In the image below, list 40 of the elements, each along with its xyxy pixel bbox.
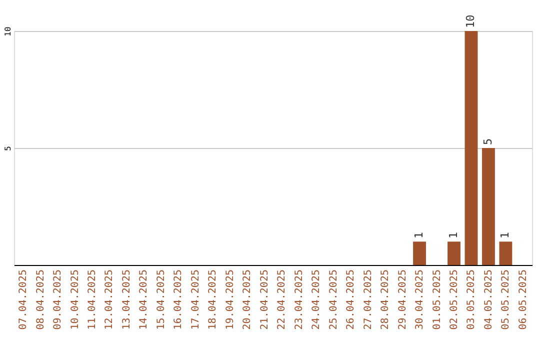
x-tick-label: 26.04.2025 bbox=[346, 270, 357, 330]
x-tick-label: 29.04.2025 bbox=[397, 270, 408, 330]
x-tick-label: 21.04.2025 bbox=[259, 270, 270, 330]
x-tick-label: 25.04.2025 bbox=[328, 270, 340, 330]
x-tick-label: 20.04.2025 bbox=[242, 270, 254, 330]
x-tick-label: 23.04.2025 bbox=[294, 270, 305, 330]
x-tick-label: 01.05.2025 bbox=[432, 270, 443, 330]
x-tick-label: 13.04.2025 bbox=[121, 270, 132, 330]
x-tick-label: 17.04.2025 bbox=[190, 270, 202, 330]
x-tick-label: 10.04.2025 bbox=[70, 270, 81, 330]
bar bbox=[413, 242, 426, 265]
bar bbox=[464, 31, 478, 265]
x-tick-label: 06.05.2025 bbox=[518, 270, 529, 330]
x-tick-label: 07.04.2025 bbox=[18, 270, 30, 330]
x-tick-label: 05.05.2025 bbox=[500, 270, 512, 330]
x-tick-label: 03.05.2025 bbox=[466, 270, 478, 330]
bar bbox=[482, 148, 495, 265]
x-tick-label: 14.04.2025 bbox=[138, 270, 150, 330]
x-tick-label: 02.05.2025 bbox=[449, 270, 460, 330]
x-tick-label: 12.04.2025 bbox=[104, 270, 116, 330]
data-label: 1 bbox=[498, 232, 512, 239]
x-tick-label: 22.04.2025 bbox=[276, 270, 288, 330]
x-tick-label: 27.04.2025 bbox=[362, 270, 374, 330]
x-tick-label: 24.04.2025 bbox=[311, 270, 322, 330]
x-tick-label: 15.04.2025 bbox=[156, 270, 167, 330]
data-label: 1 bbox=[447, 232, 460, 239]
x-tick-label: 30.04.2025 bbox=[414, 270, 426, 330]
x-tick-label: 08.04.2025 bbox=[35, 270, 46, 330]
data-label: 10 bbox=[464, 14, 478, 28]
x-tick-label: 04.05.2025 bbox=[483, 270, 494, 330]
x-tick-label: 19.04.2025 bbox=[224, 270, 236, 330]
x-tick-label: 18.04.2025 bbox=[208, 270, 219, 330]
bar bbox=[448, 242, 460, 265]
data-label: 5 bbox=[481, 138, 494, 145]
data-label: 1 bbox=[412, 232, 426, 239]
x-tick-label: 11.04.2025 bbox=[87, 270, 98, 330]
x-tick-label: 09.04.2025 bbox=[52, 270, 64, 330]
x-tick-label: 28.04.2025 bbox=[380, 270, 392, 330]
bar bbox=[499, 242, 512, 265]
x-tick-label: 16.04.2025 bbox=[173, 270, 184, 330]
